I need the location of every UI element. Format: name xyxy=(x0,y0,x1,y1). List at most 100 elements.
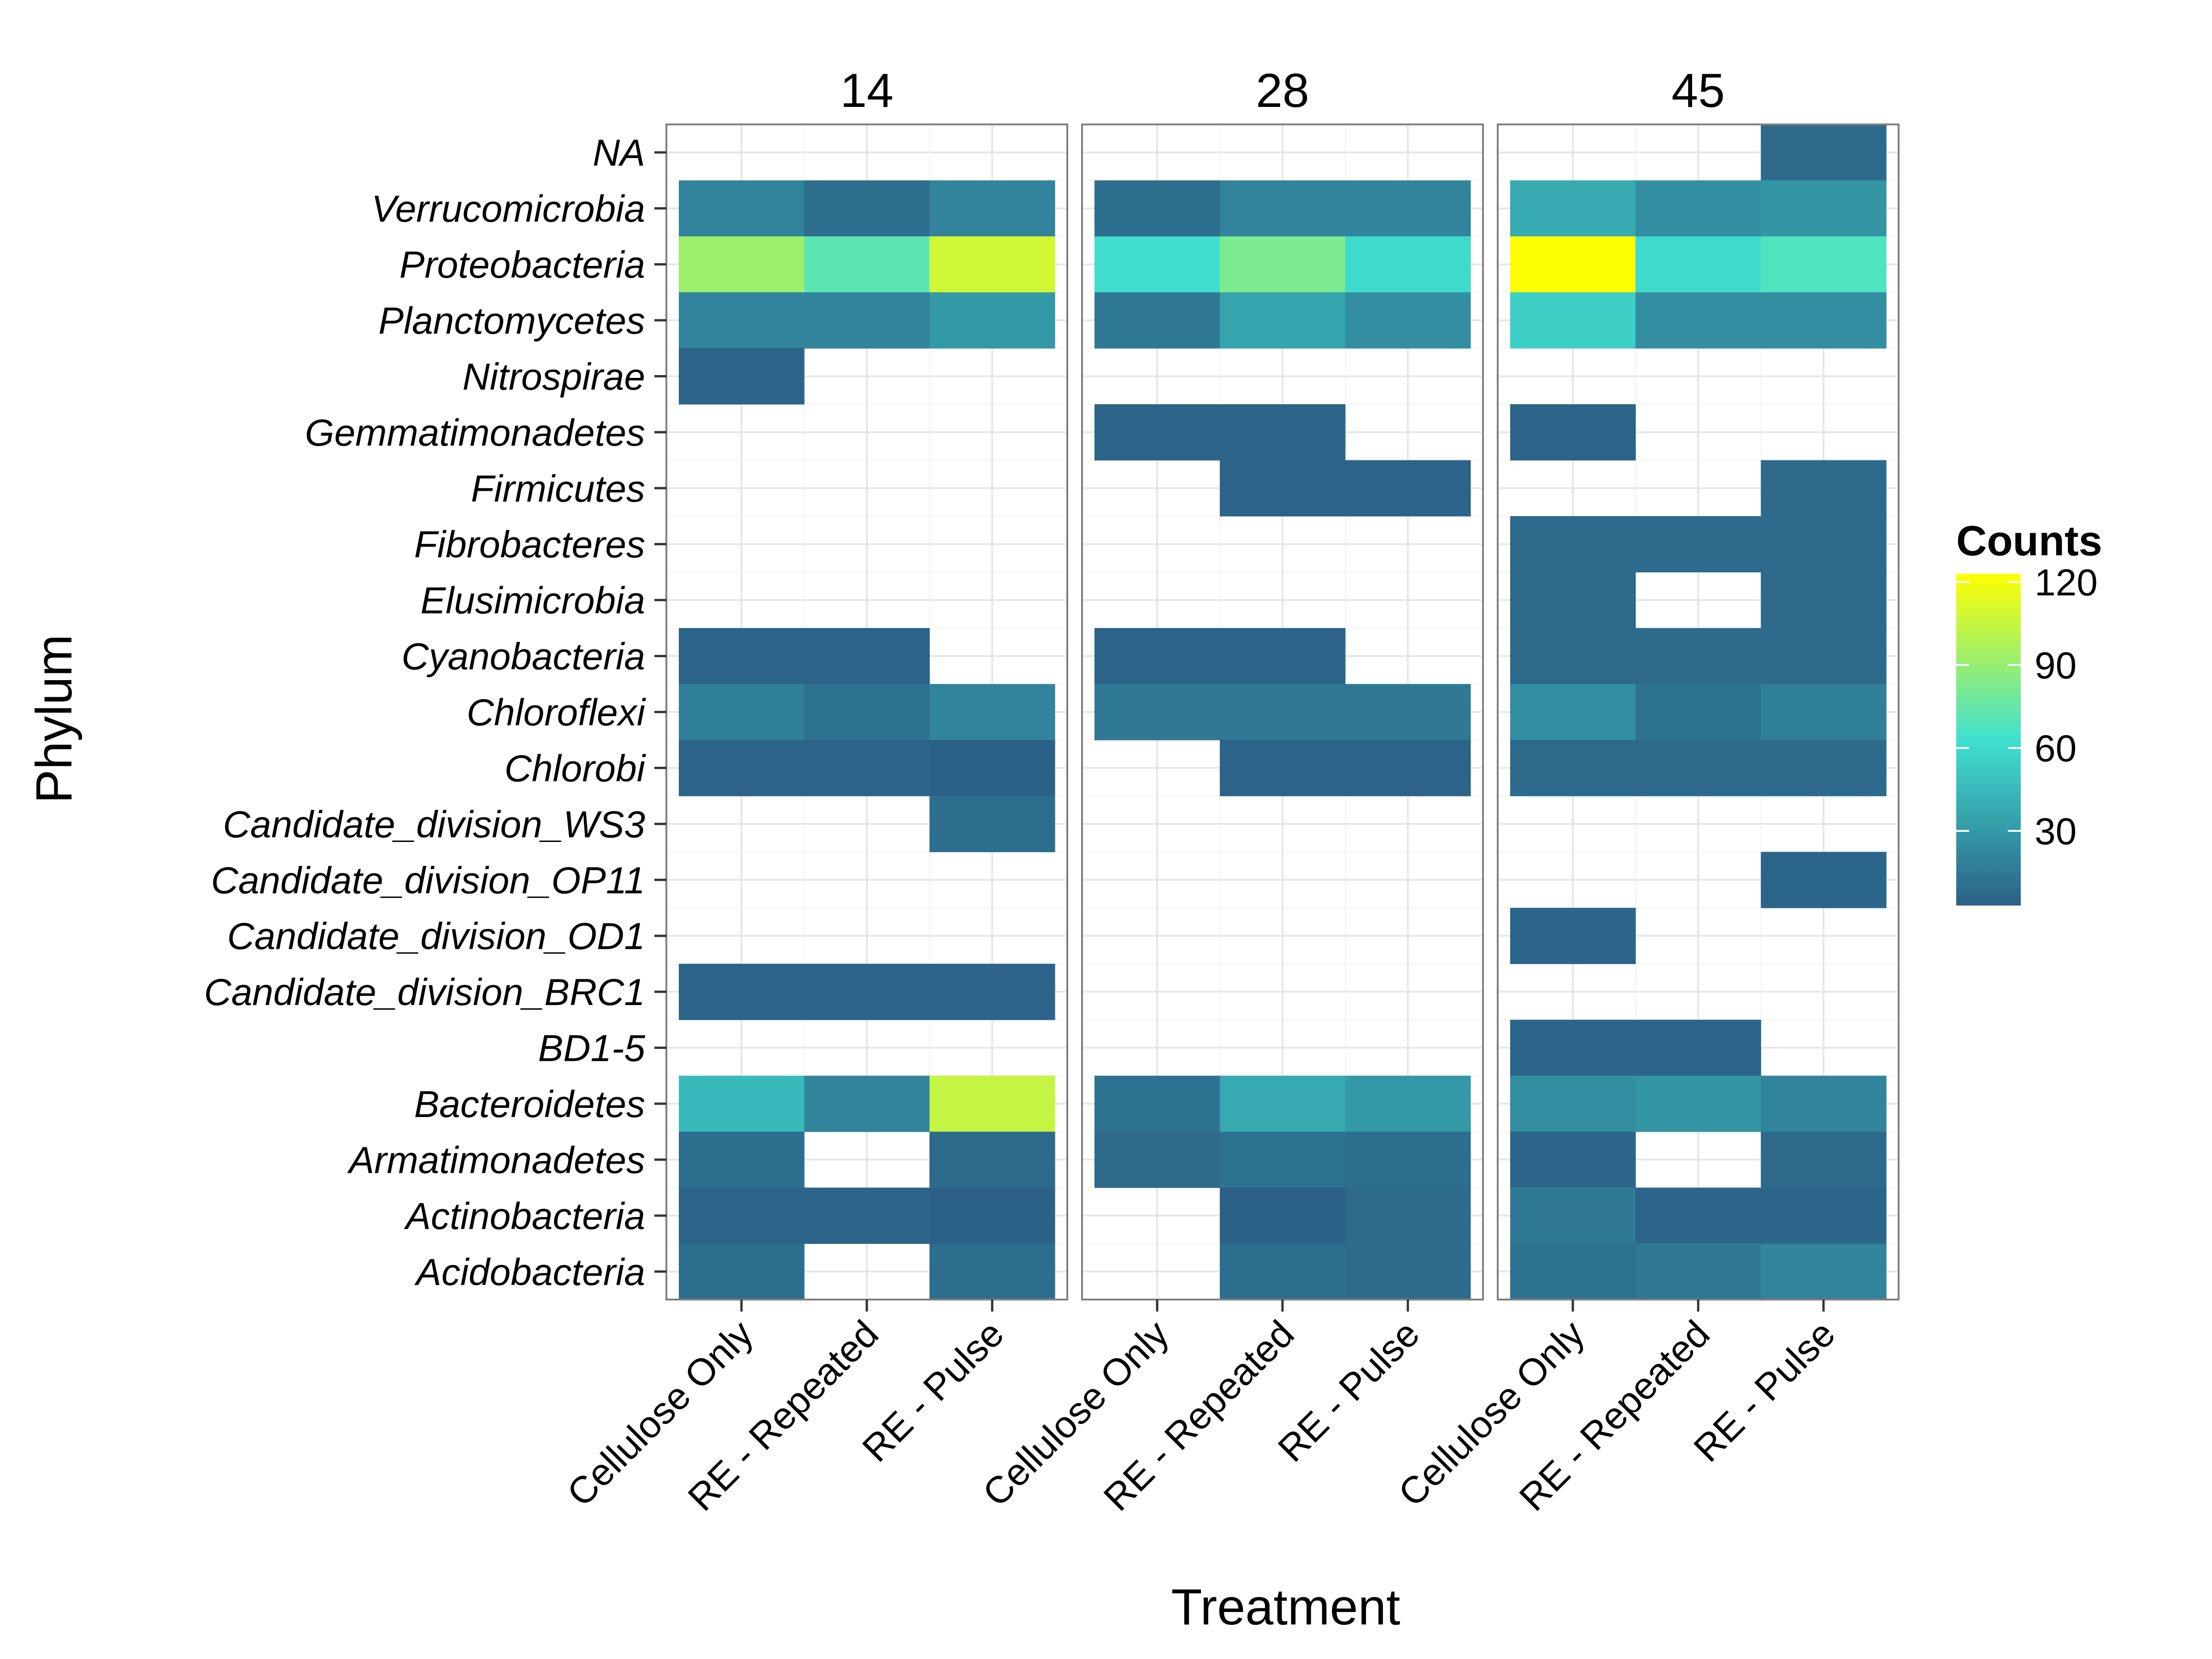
heatmap-cell xyxy=(679,348,805,405)
legend-title: Counts xyxy=(1956,518,2102,565)
heatmap-cell xyxy=(1094,628,1220,684)
legend-label: 90 xyxy=(2035,645,2077,687)
y-tick-label: Fibrobacteres xyxy=(414,524,645,566)
heatmap-cell xyxy=(679,180,805,237)
heatmap-cell xyxy=(1761,1243,1887,1300)
heatmap-cell xyxy=(1761,572,1887,629)
heatmap-cell xyxy=(930,740,1055,796)
heatmap-cell xyxy=(1761,1131,1887,1188)
heatmap-cell xyxy=(679,292,805,349)
heatmap-cell xyxy=(804,964,930,1020)
heatmap-cell xyxy=(1345,236,1471,293)
heatmap-tiles xyxy=(1094,180,1471,1300)
facet-panels: 14 28 45 xyxy=(665,64,1900,1300)
heatmap-cell xyxy=(1635,1243,1761,1300)
y-tick-label: Gemmatimonadetes xyxy=(305,412,645,454)
y-tick-label: Candidate_division_OP11 xyxy=(211,859,645,901)
y-tick-label: Chloroflexi xyxy=(467,692,647,734)
y-tick-label: Cyanobacteria xyxy=(401,636,645,678)
heatmap-cell xyxy=(1510,404,1636,461)
y-tick-label: Bacteroidetes xyxy=(414,1083,645,1125)
heatmap-cell xyxy=(1635,684,1761,741)
heatmap-cell xyxy=(1761,180,1887,237)
heatmap-cell xyxy=(1220,740,1346,796)
heatmap-cell xyxy=(1635,180,1761,237)
heatmap-cell xyxy=(804,684,930,741)
heatmap-cell xyxy=(1635,1188,1761,1244)
heatmap-cell xyxy=(1635,236,1761,293)
heatmap-cell xyxy=(1345,684,1471,741)
heatmap-cell xyxy=(1510,684,1636,741)
y-tick-label: Acidobacteria xyxy=(414,1251,645,1293)
heatmap-cell xyxy=(930,236,1055,293)
heatmap-cell xyxy=(1220,1131,1346,1188)
heatmap-cell xyxy=(1761,124,1887,181)
facet-label: 14 xyxy=(840,64,894,118)
y-tick-label: Elusimicrobia xyxy=(420,580,645,622)
facet-panel-45: 45 xyxy=(1497,64,1900,1300)
facet-label: 45 xyxy=(1671,64,1725,118)
heatmap-cell xyxy=(1345,740,1471,796)
y-axis-title: Phylum xyxy=(26,635,82,804)
y-tick-label: Chlorobi xyxy=(505,747,647,789)
heatmap-cell xyxy=(1761,852,1887,908)
heatmap-cell xyxy=(1220,460,1346,517)
facet-label: 28 xyxy=(1256,64,1309,118)
y-tick-label: BD1-5 xyxy=(538,1028,646,1070)
heatmap-cell xyxy=(1220,404,1346,461)
heatmap-cell xyxy=(930,796,1055,853)
heatmap-cell xyxy=(1761,516,1887,573)
y-tick-label: Planctomycetes xyxy=(378,300,645,342)
y-tick-label: NA xyxy=(593,132,645,174)
y-tick-label: Nitrospirae xyxy=(463,356,645,398)
heatmap-cell xyxy=(930,1131,1055,1188)
heatmap-cell xyxy=(1345,180,1471,237)
heatmap-cell xyxy=(930,1243,1055,1300)
heatmap-cell xyxy=(804,292,930,349)
heatmap-tiles xyxy=(1510,124,1887,1300)
heatmap-cell xyxy=(930,1188,1055,1244)
heatmap-cell xyxy=(1761,1188,1887,1244)
heatmap-cell xyxy=(1761,684,1887,741)
heatmap-cell xyxy=(1345,1188,1471,1244)
facet-panel-14: 14 xyxy=(665,64,1068,1300)
y-tick-label: Candidate_division_OD1 xyxy=(227,916,645,958)
heatmap-cell xyxy=(679,1076,805,1132)
heatmap-cell xyxy=(1635,516,1761,573)
heatmap-cell xyxy=(1761,292,1887,349)
heatmap-cell xyxy=(679,1243,805,1300)
heatmap-cell xyxy=(679,1131,805,1188)
heatmap-cell xyxy=(1510,1188,1636,1244)
y-tick-label: Firmicutes xyxy=(471,468,645,510)
heatmap-cell xyxy=(679,628,805,684)
heatmap-cell xyxy=(1220,236,1346,293)
legend-label: 60 xyxy=(2035,728,2077,770)
heatmap-cell xyxy=(679,1188,805,1244)
heatmap-cell xyxy=(1094,1076,1220,1132)
y-tick-label: Candidate_division_WS3 xyxy=(223,804,645,846)
heatmap-cell xyxy=(930,1076,1055,1132)
heatmap-cell xyxy=(1094,180,1220,237)
heatmap-cell xyxy=(1094,404,1220,461)
heatmap-cell xyxy=(1094,236,1220,293)
heatmap-cell xyxy=(679,964,805,1020)
heatmap-cell xyxy=(804,1076,930,1132)
heatmap-cell xyxy=(1220,628,1346,684)
y-tick-label: Verrucomicrobia xyxy=(371,188,645,230)
heatmap-cell xyxy=(930,964,1055,1020)
legend: Counts 120 90 60 30 xyxy=(1956,518,2102,906)
colorbar xyxy=(1956,574,2021,906)
heatmap-cell xyxy=(1510,908,1636,965)
heatmap-cell xyxy=(1220,1188,1346,1244)
heatmap-cell xyxy=(1345,1076,1471,1132)
heatmap-cell xyxy=(1510,1131,1636,1188)
heatmap-cell xyxy=(1510,180,1636,237)
y-tick-label: Armatimonadetes xyxy=(347,1139,645,1181)
heatmap-cell xyxy=(1635,292,1761,349)
heatmap-cell xyxy=(804,740,930,796)
heatmap-cell xyxy=(1761,740,1887,796)
heatmap-cell xyxy=(1510,628,1636,684)
heatmap-cell xyxy=(1510,236,1636,293)
